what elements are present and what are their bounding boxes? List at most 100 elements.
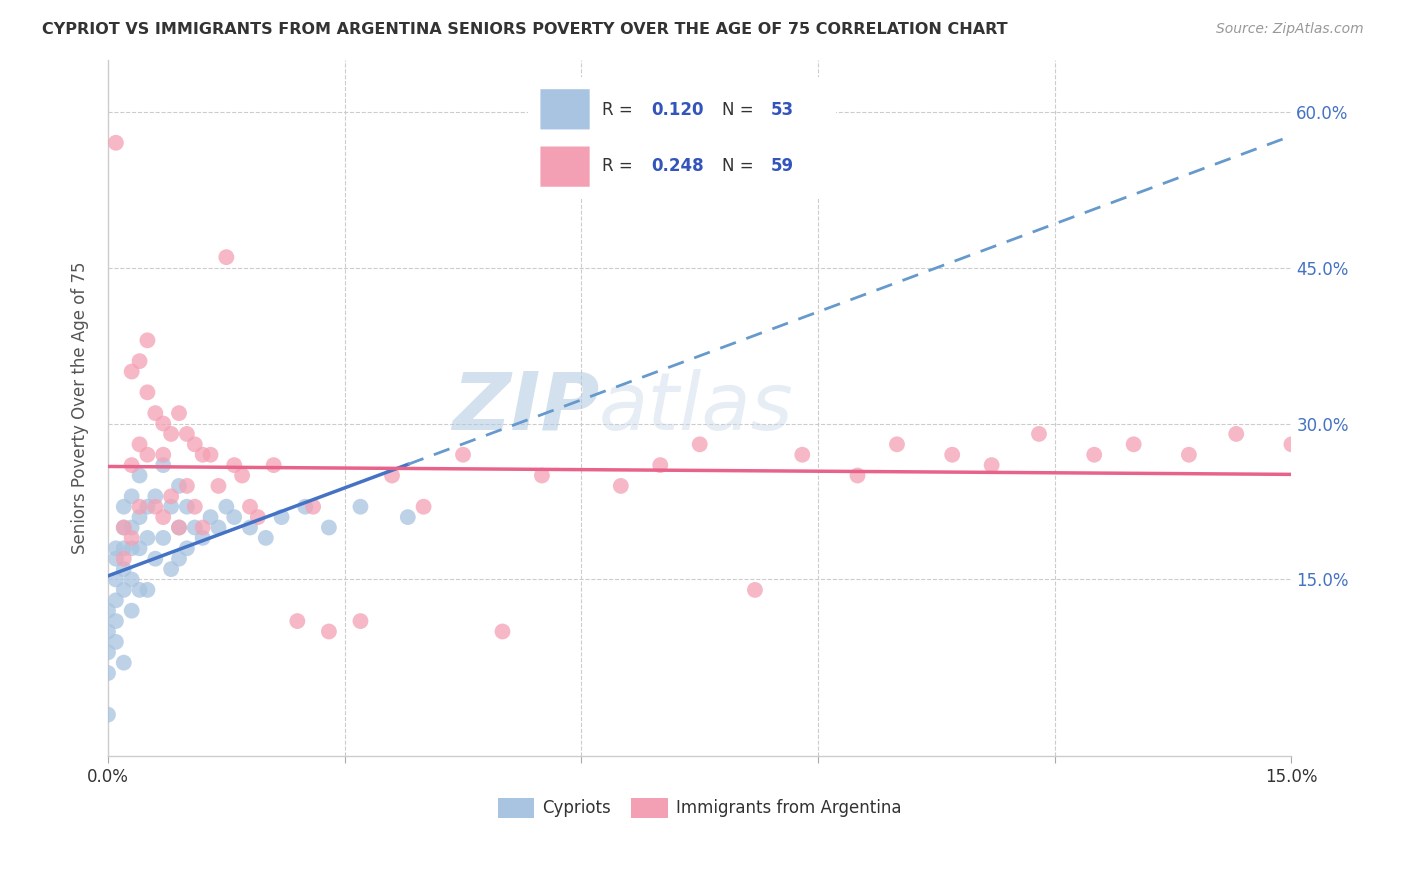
Point (143, 551, 166, 566)
Point (152, 448, 174, 462)
Text: ZIP: ZIP (451, 369, 599, 447)
Point (215, 250, 238, 264)
Point (112, 582, 135, 597)
Text: atlas: atlas (599, 369, 794, 447)
Point (1122, 437, 1144, 451)
Point (112, 562, 135, 576)
Point (650, 458, 672, 472)
Point (97, 624, 120, 639)
Point (160, 562, 183, 576)
Point (167, 479, 190, 493)
Point (167, 520, 190, 534)
Point (136, 500, 159, 514)
Point (191, 531, 214, 545)
Point (128, 541, 150, 556)
Point (160, 489, 183, 503)
Point (200, 448, 222, 462)
Point (121, 541, 143, 556)
Point (128, 468, 150, 483)
Point (200, 510, 222, 524)
Point (128, 437, 150, 451)
Point (412, 500, 434, 514)
Point (152, 510, 174, 524)
Point (136, 334, 159, 348)
Point (184, 500, 207, 514)
Point (1083, 448, 1105, 462)
Point (451, 448, 474, 462)
Point (121, 520, 143, 534)
Point (349, 500, 371, 514)
Point (121, 573, 143, 587)
Point (152, 458, 174, 472)
Point (215, 500, 238, 514)
Point (980, 458, 1002, 472)
Point (381, 468, 404, 483)
Point (318, 624, 340, 639)
Point (112, 520, 135, 534)
Point (104, 593, 127, 607)
Point (285, 614, 308, 628)
Point (254, 531, 277, 545)
Point (97, 604, 120, 618)
Point (143, 500, 166, 514)
Point (396, 510, 419, 524)
Point (104, 614, 127, 628)
Point (128, 354, 150, 368)
Point (112, 500, 135, 514)
Point (97, 645, 120, 659)
Point (491, 624, 513, 639)
Point (224, 510, 246, 524)
Point (176, 426, 198, 441)
Point (294, 500, 316, 514)
Point (136, 531, 159, 545)
Point (224, 458, 246, 472)
Point (160, 500, 183, 514)
Point (302, 500, 325, 514)
Point (792, 448, 814, 462)
Text: CYPRIOT VS IMMIGRANTS FROM ARGENTINA SENIORS POVERTY OVER THE AGE OF 75 CORRELAT: CYPRIOT VS IMMIGRANTS FROM ARGENTINA SEN… (42, 22, 1008, 37)
Point (176, 479, 198, 493)
Point (239, 520, 262, 534)
Point (246, 510, 269, 524)
Point (104, 551, 127, 566)
Point (121, 458, 143, 472)
Point (1225, 426, 1247, 441)
Point (136, 385, 159, 400)
Point (176, 541, 198, 556)
Point (97, 707, 120, 722)
Point (143, 489, 166, 503)
Point (318, 520, 340, 534)
Point (136, 448, 159, 462)
Point (530, 468, 553, 483)
Point (128, 510, 150, 524)
Point (610, 479, 633, 493)
Point (191, 520, 214, 534)
Legend: Cypriots, Immigrants from Argentina: Cypriots, Immigrants from Argentina (491, 791, 908, 824)
Point (184, 520, 207, 534)
Point (112, 520, 135, 534)
Point (97, 666, 120, 681)
Point (886, 437, 908, 451)
Point (136, 582, 159, 597)
Point (349, 614, 371, 628)
Point (207, 520, 229, 534)
Point (104, 541, 127, 556)
Point (104, 635, 127, 649)
Point (104, 136, 127, 150)
Point (121, 531, 143, 545)
Point (128, 582, 150, 597)
Point (689, 437, 711, 451)
Point (112, 551, 135, 566)
Point (1281, 437, 1303, 451)
Point (112, 656, 135, 670)
Point (1178, 448, 1201, 462)
Point (167, 520, 190, 534)
Point (270, 510, 292, 524)
Point (152, 417, 174, 431)
Point (152, 531, 174, 545)
Point (112, 541, 135, 556)
Point (191, 448, 214, 462)
Point (160, 426, 183, 441)
Point (231, 468, 253, 483)
Point (121, 604, 143, 618)
